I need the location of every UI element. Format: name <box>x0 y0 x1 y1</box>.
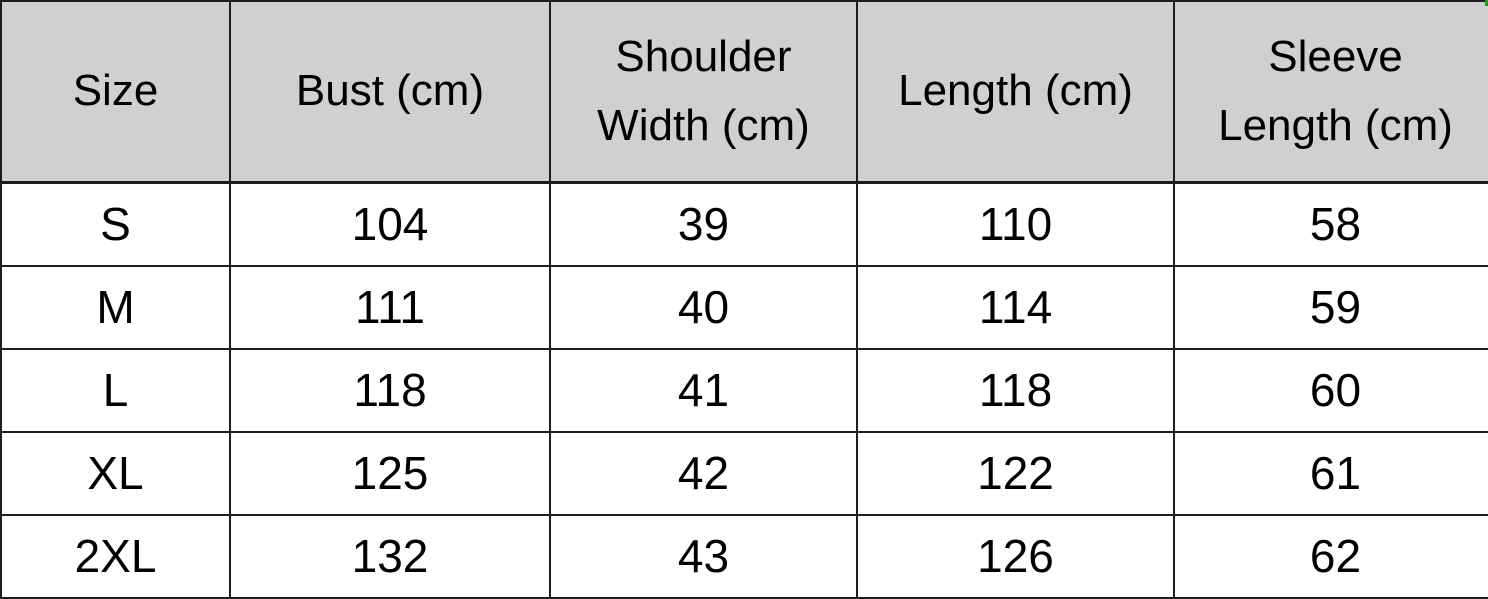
cell-bust: 111 <box>229 265 551 350</box>
cell-size: L <box>0 348 231 433</box>
cell-length: 122 <box>856 431 1175 516</box>
cell-length: 126 <box>856 514 1175 599</box>
cell-length: 114 <box>856 265 1175 350</box>
cell-bust: 104 <box>229 181 551 267</box>
cell-shoulder-width: 42 <box>549 431 858 516</box>
header-cell-bust: Bust (cm) <box>229 0 551 184</box>
cell-size: XL <box>0 431 231 516</box>
cell-length: 110 <box>856 181 1175 267</box>
cell-sleeve-length: 61 <box>1173 431 1488 516</box>
cell-shoulder-width: 40 <box>549 265 858 350</box>
table-row-l: L 118 41 118 60 <box>0 348 1488 433</box>
selection-handle-artifact <box>1485 0 1488 6</box>
cell-shoulder-width: 41 <box>549 348 858 433</box>
cell-sleeve-length: 62 <box>1173 514 1488 599</box>
cell-bust: 118 <box>229 348 551 433</box>
table-row-xl: XL 125 42 122 61 <box>0 431 1488 516</box>
cell-shoulder-width: 43 <box>549 514 858 599</box>
table-row-2xl: 2XL 132 43 126 62 <box>0 514 1488 599</box>
header-cell-sleeve-length: Sleeve Length (cm) <box>1173 0 1488 184</box>
cell-sleeve-length: 58 <box>1173 181 1488 267</box>
cell-sleeve-length: 60 <box>1173 348 1488 433</box>
header-cell-shoulder-width: Shoulder Width (cm) <box>549 0 858 184</box>
cell-bust: 125 <box>229 431 551 516</box>
cell-size: 2XL <box>0 514 231 599</box>
cell-bust: 132 <box>229 514 551 599</box>
header-cell-size: Size <box>0 0 231 184</box>
header-cell-length: Length (cm) <box>856 0 1175 184</box>
cell-length: 118 <box>856 348 1175 433</box>
header-row: Size Bust (cm) Shoulder Width (cm) Lengt… <box>0 0 1488 184</box>
table-row-m: M 111 40 114 59 <box>0 265 1488 350</box>
cell-shoulder-width: 39 <box>549 181 858 267</box>
cell-size: S <box>0 181 231 267</box>
cell-sleeve-length: 59 <box>1173 265 1488 350</box>
cell-size: M <box>0 265 231 350</box>
table-row-s: S 104 39 110 58 <box>0 181 1488 267</box>
